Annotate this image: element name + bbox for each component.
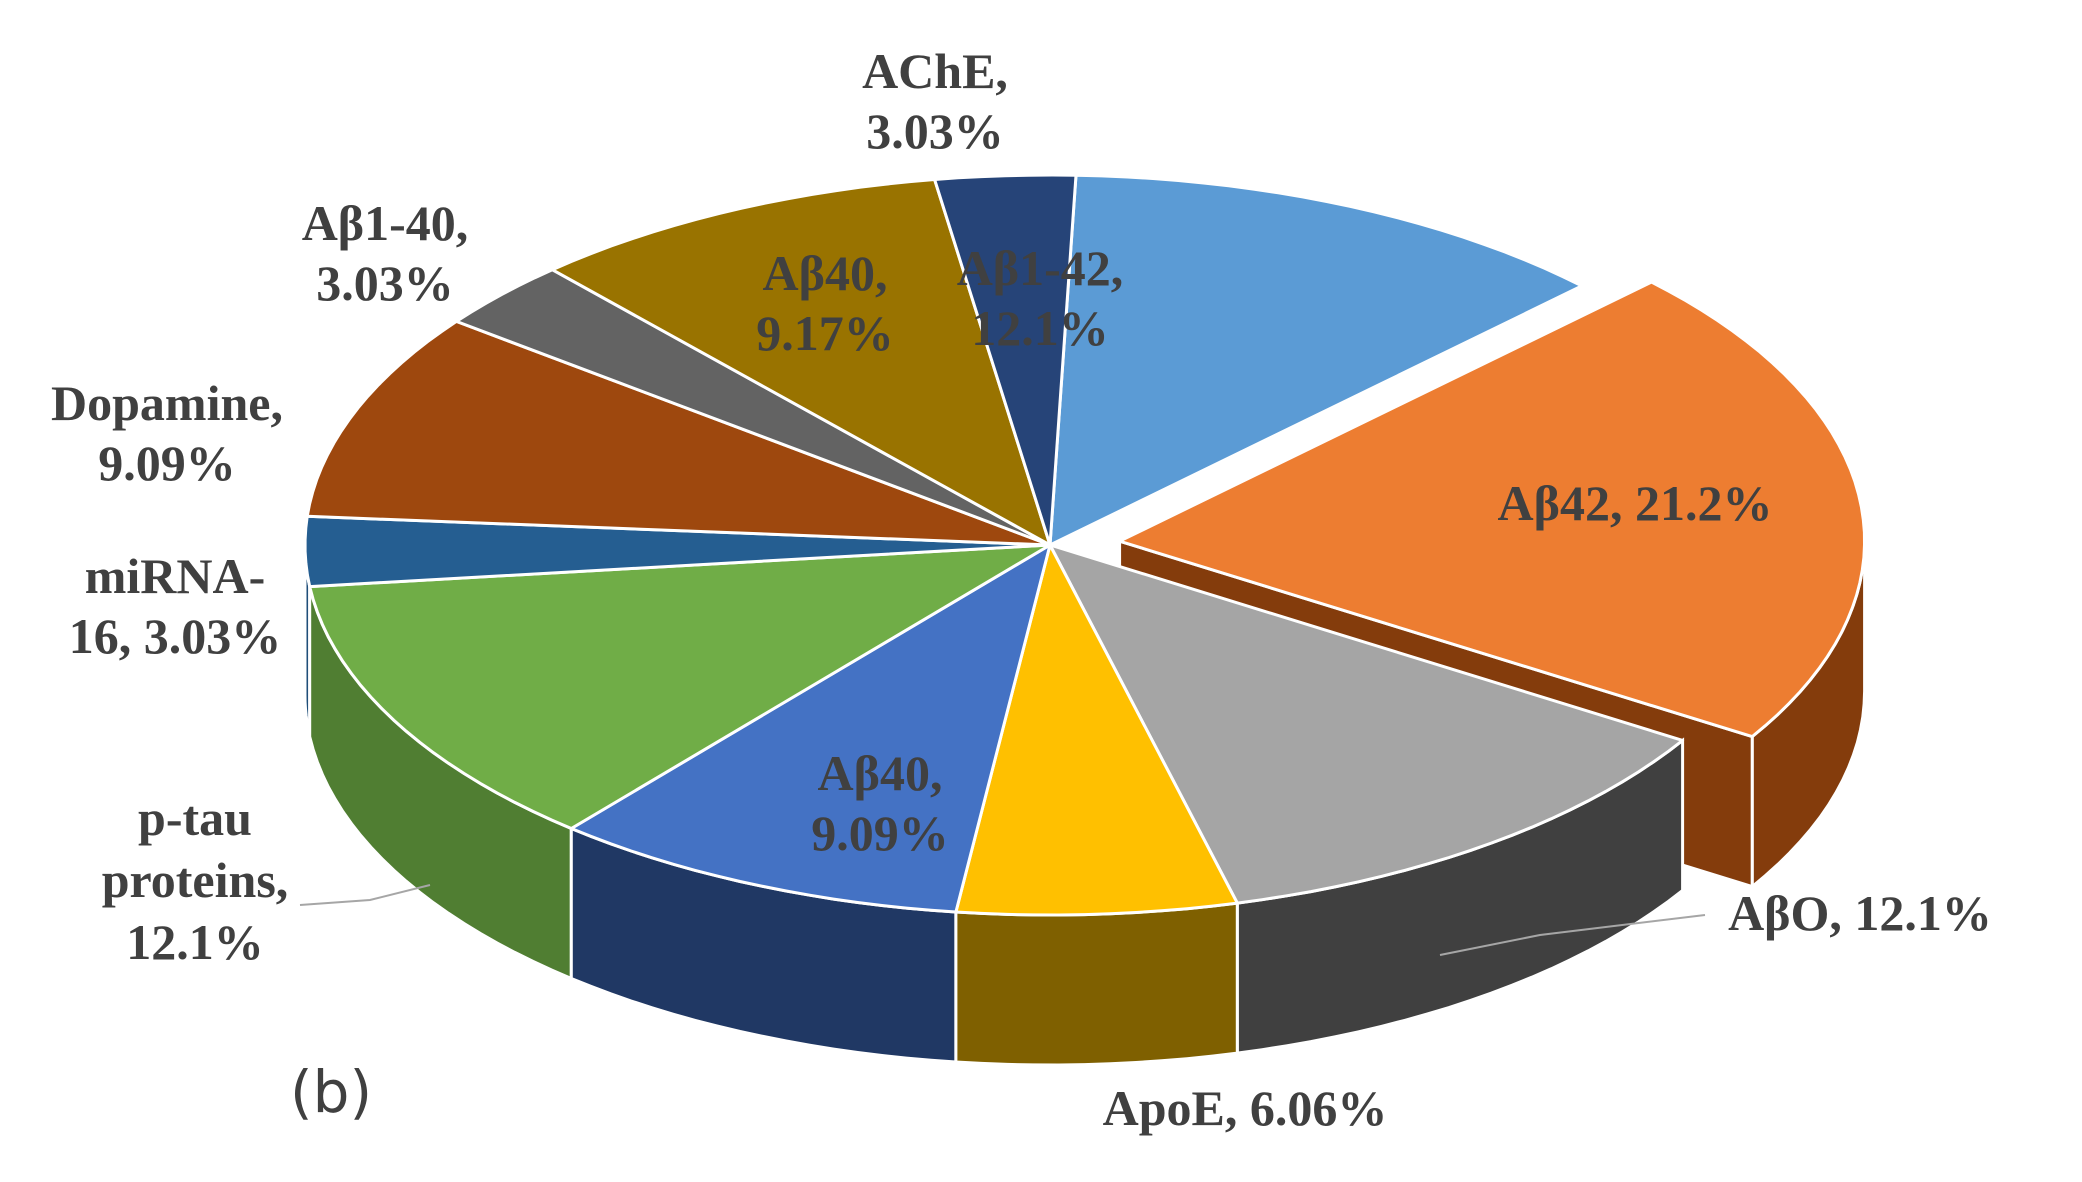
- panel-label: (b): [290, 1058, 372, 1126]
- slice-label-1: Aβ42, 21.2%: [1498, 475, 1773, 531]
- slice-label-line: 12.1%: [971, 300, 1109, 356]
- slice-ache-10: [933, 173, 1078, 547]
- slice-label-line: Dopamine,: [51, 375, 283, 431]
- slice-label-line: 16, 3.03%: [69, 608, 282, 664]
- leader-line-2: [1439, 914, 1706, 956]
- slice-label-4: Aβ40, 9.09%: [811, 745, 949, 861]
- slice-a-40-4: [569, 543, 1052, 914]
- slice-label-5: p-tau proteins, 12.1%: [102, 790, 289, 970]
- slice-label-3: ApoE, 6.06%: [1103, 1080, 1388, 1136]
- slice-label-7: Dopamine, 9.09%: [51, 375, 283, 491]
- slice-label-0: Aβ1-42, 12.1%: [957, 240, 1124, 356]
- slice-label-line: 9.17%: [756, 305, 894, 361]
- slice-mirna-16-6: [303, 514, 1052, 589]
- slice-label-8: Aβ1-40, 3.03%: [302, 195, 469, 311]
- slice-label-line: p-tau: [138, 790, 252, 846]
- slice-apoe-3: [954, 543, 1239, 917]
- slice-label-line: AβO, 12.1%: [1728, 885, 1992, 941]
- slice-a-1-40-8: [454, 268, 1052, 547]
- slice-label-line: miRNA-: [85, 548, 266, 604]
- slice-a-1-42-0: [1048, 173, 1584, 547]
- slice-label-6: miRNA-16, 3.03%: [69, 548, 282, 664]
- slice-label-line: 3.03%: [316, 255, 454, 311]
- pie-labels: Aβ1-42, 12.1%Aβ42, 21.2%AβO, 12.1%ApoE, 6…: [51, 43, 1992, 1136]
- slice-label-line: 9.09%: [811, 805, 949, 861]
- slice-label-line: Aβ42, 21.2%: [1498, 475, 1773, 531]
- slice-label-line: 3.03%: [866, 103, 1004, 159]
- slice-label-line: Aβ40,: [818, 745, 943, 801]
- pie-tops: [303, 173, 1866, 917]
- slice-label-line: ApoE, 6.06%: [1103, 1080, 1388, 1136]
- slice-label-line: 9.09%: [98, 435, 236, 491]
- slice-label-line: proteins,: [102, 852, 289, 908]
- slice-p-tau-proteins-5: [308, 543, 1052, 830]
- slice-a-o-2: [1048, 543, 1685, 905]
- slice-a-42-1: [1118, 280, 1866, 739]
- slice-label-line: 12.1%: [126, 914, 264, 970]
- slice-label-line: Aβ40,: [763, 245, 888, 301]
- label-leader-lines: [299, 884, 1706, 956]
- slice-label-10: AChE, 3.03%: [862, 43, 1008, 159]
- slice-side-3: [954, 901, 1239, 1067]
- leader-line-5: [299, 884, 431, 906]
- slice-label-2: AβO, 12.1%: [1728, 885, 1992, 941]
- slice-label-9: Aβ40, 9.17%: [756, 245, 894, 361]
- slice-a-40-9: [550, 178, 1052, 547]
- slice-label-line: Aβ1-42,: [957, 240, 1124, 296]
- slice-dopamine-7: [305, 319, 1052, 547]
- slice-label-line: Aβ1-40,: [302, 195, 469, 251]
- slice-label-line: AChE,: [862, 43, 1008, 99]
